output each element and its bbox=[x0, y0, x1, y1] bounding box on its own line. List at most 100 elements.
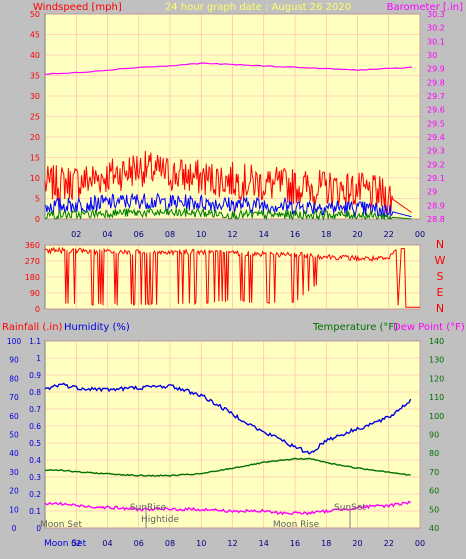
rainfall-tick-label: 0.3 bbox=[29, 473, 41, 482]
rainfall-tick-label: 0.5 bbox=[29, 439, 41, 448]
windspeed-tick-label: 40 bbox=[30, 51, 40, 60]
x-tick-label: 14 bbox=[259, 539, 269, 548]
barometer-tick-label: 30.2 bbox=[427, 24, 445, 33]
wind-direction-tick-label: 0 bbox=[35, 305, 40, 314]
wind-baro-series bbox=[44, 62, 413, 221]
x-tick-label: 12 bbox=[227, 230, 237, 239]
x-tick-label: 20 bbox=[352, 539, 362, 548]
barometer-tick-labels: 28.8 28.9 29 29.1 29.2 29.3 29.4 29.5 29.6 29.7 29… bbox=[427, 10, 445, 224]
temperature-tick-label: 50 bbox=[429, 505, 439, 514]
x-tick-label: 04 bbox=[102, 230, 112, 239]
barometer-tick-label: 29.3 bbox=[427, 147, 445, 156]
x-tick-label: 00 bbox=[415, 539, 425, 548]
wind-direction-tick-label: 360 bbox=[25, 241, 40, 250]
temperature-tick-label: 90 bbox=[429, 431, 439, 440]
humidity-tick-label: 0 bbox=[12, 524, 17, 533]
barometer-tick-label: 29.4 bbox=[427, 133, 445, 142]
humidity-tick-label: 90 bbox=[9, 356, 19, 365]
x-tick-label: 10 bbox=[196, 230, 206, 239]
compass-letter: S bbox=[437, 270, 444, 283]
moonset-axis-label: Moon Set bbox=[44, 539, 87, 549]
x-tick-label: 22 bbox=[384, 230, 394, 239]
graph-title: 24 hour graph date : August 26 2020 bbox=[165, 2, 351, 13]
barometer-tick-label: 29.8 bbox=[427, 78, 445, 87]
x-tick-label: 14 bbox=[259, 230, 269, 239]
barometer-tick-label: 29.6 bbox=[427, 106, 445, 115]
humidity-tick-label: 10 bbox=[9, 505, 19, 514]
humidity-tick-label: 40 bbox=[9, 449, 19, 458]
windspeed-tick-label: 45 bbox=[30, 31, 40, 40]
x-tick-label: 08 bbox=[165, 230, 175, 239]
temperature-tick-label: 130 bbox=[429, 356, 444, 365]
x-tick-label: 00 bbox=[415, 230, 425, 239]
barometer-tick-label: 30.1 bbox=[427, 37, 445, 46]
temperature-tick-label: 120 bbox=[429, 374, 444, 383]
wind-direction-grid bbox=[45, 244, 421, 310]
compass-letter: E bbox=[437, 286, 444, 299]
temperature-tick-label: 110 bbox=[429, 393, 444, 402]
wind-min-series-line bbox=[44, 206, 412, 221]
x-tick-label: 08 bbox=[165, 539, 175, 548]
rainfall-axis-title: Rainfall (.in) bbox=[2, 322, 63, 333]
wind-avg-series-line bbox=[44, 192, 412, 218]
rainfall-tick-label: 1 bbox=[36, 354, 41, 363]
compass-letter: W bbox=[435, 254, 446, 267]
temperature-series-line bbox=[45, 457, 411, 477]
windspeed-tick-label: 15 bbox=[30, 154, 40, 163]
x-tick-label: 16 bbox=[290, 539, 300, 548]
windspeed-tick-label: 20 bbox=[30, 133, 40, 142]
wind-baro-grid bbox=[45, 13, 421, 220]
humidity-tick-label: 60 bbox=[9, 412, 19, 421]
barometer-tick-label: 29 bbox=[427, 188, 437, 197]
wind-direction-series-line bbox=[44, 246, 420, 308]
wind-direction-tick-label: 180 bbox=[25, 273, 40, 282]
rainfall-tick-label: 0.8 bbox=[29, 388, 41, 397]
temperature-tick-label: 100 bbox=[429, 412, 444, 421]
x-tick-label: 02 bbox=[71, 539, 81, 548]
sunrise-label: SunRise bbox=[130, 503, 167, 513]
humidity-tick-label: 30 bbox=[9, 468, 19, 477]
temperature-axis-title: Temperature (°F) bbox=[312, 322, 398, 333]
barometer-tick-label: 28.8 bbox=[427, 215, 445, 224]
x-tick-label: 20 bbox=[352, 230, 362, 239]
barometer-series-line bbox=[44, 62, 413, 75]
temperature-tick-label: 40 bbox=[429, 524, 439, 533]
rainfall-tick-label: 0.1 bbox=[29, 507, 41, 516]
moonrise-label: Moon Rise bbox=[273, 520, 320, 530]
wind-max-series-line bbox=[44, 150, 412, 214]
humidity-tick-label: 70 bbox=[9, 393, 19, 402]
barometer-tick-label: 29.1 bbox=[427, 174, 445, 183]
x-tick-label: 22 bbox=[384, 539, 394, 548]
windspeed-tick-labels: 0 5 10 15 20 25 30 35 40 45 50 bbox=[30, 10, 40, 224]
rainfall-tick-label: 1.1 bbox=[29, 337, 41, 346]
humidity-tick-label: 100 bbox=[7, 337, 22, 346]
barometer-tick-label: 29.7 bbox=[427, 92, 445, 101]
x-tick-label: 06 bbox=[134, 230, 144, 239]
x-tick-label: 02 bbox=[71, 230, 81, 239]
windspeed-tick-label: 50 bbox=[30, 10, 40, 19]
windspeed-tick-label: 0 bbox=[35, 215, 40, 224]
wind-direction-series bbox=[44, 246, 420, 308]
x-tick-label: 16 bbox=[290, 230, 300, 239]
x-tick-label: 04 bbox=[102, 539, 112, 548]
barometer-axis-title: Barometer [.in] bbox=[387, 2, 463, 13]
compass-letter: N bbox=[436, 238, 444, 251]
temperature-tick-labels: 40 50 60 70 80 90 100 110 120 130 140 bbox=[429, 337, 444, 533]
humidity-temp-grid bbox=[45, 340, 421, 529]
rainfall-tick-label: 0.2 bbox=[29, 490, 41, 499]
compass-letter: N bbox=[436, 302, 444, 315]
wind-baro-x-tick-labels: 02 04 06 08 10 12 14 16 18 20 22 00 bbox=[71, 230, 425, 239]
barometer-tick-label: 29.5 bbox=[427, 119, 445, 128]
rainfall-tick-label: 0.6 bbox=[29, 422, 41, 431]
rainfall-tick-label: 0.9 bbox=[29, 371, 41, 380]
barometer-tick-label: 28.9 bbox=[427, 201, 445, 210]
windspeed-tick-label: 35 bbox=[30, 72, 40, 81]
windspeed-tick-label: 30 bbox=[30, 92, 40, 101]
barometer-tick-label: 30.3 bbox=[427, 10, 445, 19]
windspeed-tick-label: 25 bbox=[30, 113, 40, 122]
hightide-label: Hightide bbox=[141, 515, 179, 525]
humidity-tick-labels: 0 10 20 30 40 50 60 70 80 90 100 bbox=[7, 337, 22, 533]
